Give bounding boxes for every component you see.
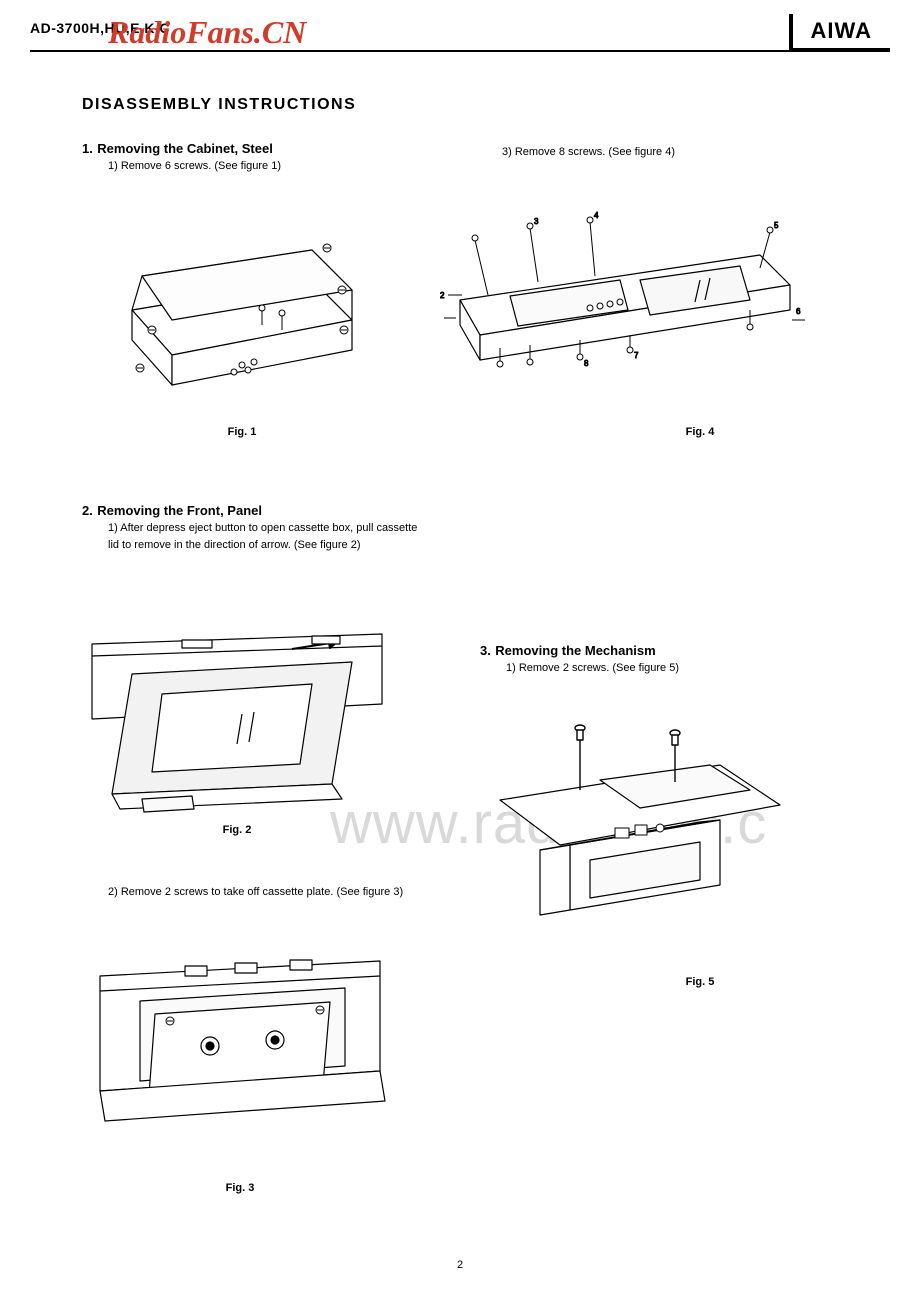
page-number: 2: [0, 1259, 920, 1271]
figure-1-diagram: [92, 190, 392, 400]
step-1-number: 1.: [82, 141, 93, 156]
svg-text:2: 2: [440, 291, 445, 300]
step-2-substep-2: 2) Remove 2 screws to take off cassette …: [108, 884, 428, 901]
svg-text:3: 3: [534, 217, 539, 226]
step-2-substep-1: 1) After depress eject button to open ca…: [108, 520, 428, 553]
page-header: AD-3700H,HU,E,K,C AIWA: [30, 18, 890, 52]
figure-3-diagram: [90, 936, 390, 1146]
step-2-heading: 2. Removing the Front, Panel: [82, 502, 422, 520]
figure-5-caption: Fig. 5: [600, 976, 800, 988]
svg-text:4: 4: [594, 211, 599, 220]
step-3-number: 3.: [480, 643, 491, 658]
step-1-substep-3: 3) Remove 8 screws. (See figure 4): [502, 144, 822, 161]
step-3-heading: 3. Removing the Mechanism: [480, 642, 820, 660]
step-3-substep-1: 1) Remove 2 screws. (See figure 5): [506, 660, 826, 677]
figure-4-caption: Fig. 4: [600, 426, 800, 438]
step-1-substep-1: 1) Remove 6 screws. (See figure 1): [108, 158, 428, 175]
svg-text:7: 7: [634, 351, 639, 360]
service-manual-page: AD-3700H,HU,E,K,C AIWA RadioFans.CN DISA…: [0, 0, 920, 1301]
step-3-title: Removing the Mechanism: [495, 643, 655, 658]
figure-4-diagram: 3 4 5 2 1 6 7 8: [440, 210, 810, 380]
step-2-number: 2.: [82, 503, 93, 518]
svg-text:6: 6: [796, 307, 801, 316]
brand-logo: AIWA: [789, 14, 890, 50]
svg-text:5: 5: [774, 221, 779, 230]
step-1-title: Removing the Cabinet, Steel: [97, 141, 273, 156]
model-code: AD-3700H,HU,E,K,C: [30, 20, 170, 36]
figure-1-caption: Fig. 1: [92, 426, 392, 438]
figure-5-diagram: [460, 710, 800, 920]
svg-text:8: 8: [584, 359, 589, 368]
section-title: DISASSEMBLY INSTRUCTIONS: [82, 96, 356, 114]
figure-3-caption: Fig. 3: [90, 1182, 390, 1194]
figure-2-diagram: [82, 614, 392, 814]
step-2-title: Removing the Front, Panel: [97, 503, 262, 518]
figure-2-caption: Fig. 2: [82, 824, 392, 836]
step-1-heading: 1. Removing the Cabinet, Steel: [82, 140, 422, 158]
